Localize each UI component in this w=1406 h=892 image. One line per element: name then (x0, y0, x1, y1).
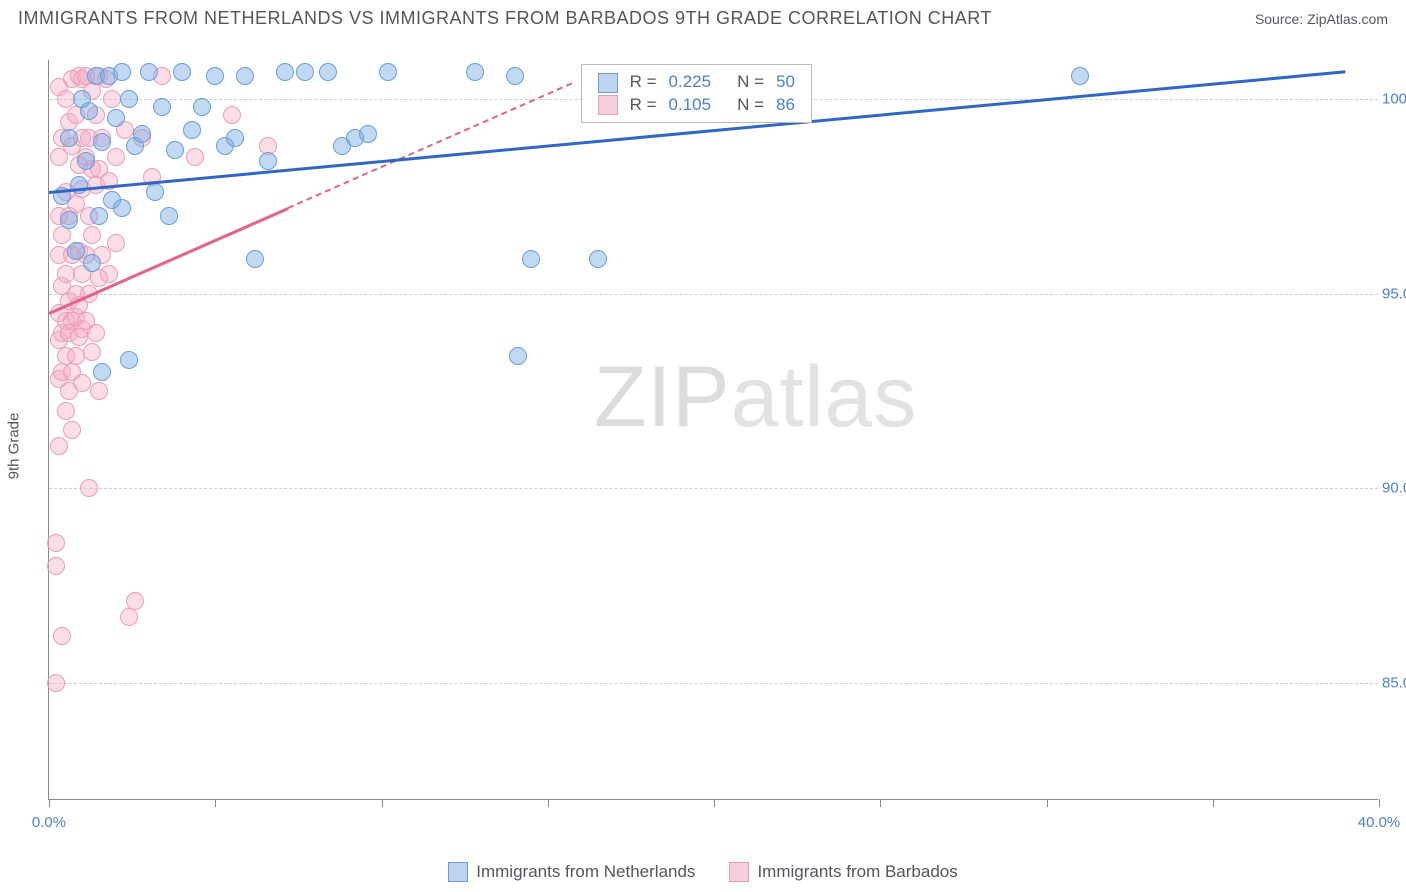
data-point (276, 63, 294, 81)
data-point (379, 63, 397, 81)
data-point (113, 63, 131, 81)
data-point (160, 207, 178, 225)
data-point (246, 250, 264, 268)
data-point (183, 121, 201, 139)
data-point (173, 63, 191, 81)
data-point (57, 265, 75, 283)
data-point (319, 63, 337, 81)
gridline (49, 683, 1378, 684)
x-tick (880, 799, 881, 807)
gridline (49, 294, 1378, 295)
data-point (589, 250, 607, 268)
data-point (113, 199, 131, 217)
data-point (53, 226, 71, 244)
y-tick-label: 90.0% (1382, 480, 1406, 497)
data-point (1071, 67, 1089, 85)
watermark-bold: ZIP (594, 349, 731, 445)
data-point (107, 234, 125, 252)
data-point (166, 141, 184, 159)
x-tick (1379, 799, 1380, 807)
legend-item-netherlands: Immigrants from Netherlands (448, 862, 695, 882)
data-point (193, 98, 211, 116)
y-tick-label: 100.0% (1382, 90, 1406, 107)
data-point (90, 207, 108, 225)
data-point (120, 608, 138, 626)
data-point (60, 129, 78, 147)
data-point (359, 125, 377, 143)
legend-label-pink: Immigrants from Barbados (757, 862, 957, 882)
legend-swatch-pink (729, 862, 749, 882)
data-point (67, 347, 85, 365)
data-point (57, 402, 75, 420)
data-point (107, 109, 125, 127)
data-point (223, 106, 241, 124)
legend-swatch (598, 95, 618, 115)
data-point (83, 226, 101, 244)
data-point (259, 152, 277, 170)
data-point (60, 211, 78, 229)
data-point (120, 90, 138, 108)
correlation-legend: R =0.225N =50R =0.105N =86 (581, 64, 812, 123)
data-point (47, 674, 65, 692)
chart-header: IMMIGRANTS FROM NETHERLANDS VS IMMIGRANT… (0, 0, 1406, 29)
data-point (107, 148, 125, 166)
watermark-thin: atlas (731, 349, 918, 445)
data-point (47, 534, 65, 552)
data-point (87, 324, 105, 342)
data-point (186, 148, 204, 166)
data-point (83, 343, 101, 361)
data-point (506, 67, 524, 85)
data-point (63, 421, 81, 439)
data-point (77, 152, 95, 170)
x-tick (1047, 799, 1048, 807)
y-tick-label: 95.0% (1382, 285, 1406, 302)
data-point (133, 125, 151, 143)
chart-title: IMMIGRANTS FROM NETHERLANDS VS IMMIGRANT… (18, 8, 992, 29)
x-tick-label: 40.0% (1358, 814, 1401, 831)
data-point (120, 351, 138, 369)
data-point (93, 363, 111, 381)
data-point (466, 63, 484, 81)
data-point (83, 254, 101, 272)
series-legend: Immigrants from Netherlands Immigrants f… (0, 862, 1406, 882)
data-point (100, 265, 118, 283)
data-point (206, 67, 224, 85)
source-attribution: Source: ZipAtlas.com (1255, 11, 1388, 27)
data-point (80, 479, 98, 497)
y-tick-label: 85.0% (1382, 675, 1406, 692)
legend-item-barbados: Immigrants from Barbados (729, 862, 957, 882)
data-point (47, 557, 65, 575)
x-tick (548, 799, 549, 807)
data-point (80, 102, 98, 120)
data-point (522, 250, 540, 268)
x-tick (1213, 799, 1214, 807)
data-point (140, 63, 158, 81)
legend-swatch (598, 73, 618, 93)
data-point (50, 437, 68, 455)
x-tick (49, 799, 50, 807)
data-point (73, 374, 91, 392)
data-point (93, 133, 111, 151)
x-tick-label: 0.0% (32, 814, 66, 831)
gridline (49, 488, 1378, 489)
data-point (509, 347, 527, 365)
y-axis-label: 9th Grade (6, 413, 23, 480)
x-tick (215, 799, 216, 807)
x-tick (714, 799, 715, 807)
data-point (226, 129, 244, 147)
data-point (53, 627, 71, 645)
watermark: ZIPatlas (594, 348, 917, 447)
data-point (236, 67, 254, 85)
data-point (67, 242, 85, 260)
data-point (90, 382, 108, 400)
data-point (146, 183, 164, 201)
x-tick (382, 799, 383, 807)
data-point (103, 90, 121, 108)
scatter-chart: ZIPatlas 85.0%90.0%95.0%100.0%0.0%40.0%R… (48, 60, 1378, 800)
data-point (296, 63, 314, 81)
legend-swatch-blue (448, 862, 468, 882)
data-point (126, 592, 144, 610)
data-point (153, 98, 171, 116)
legend-label-blue: Immigrants from Netherlands (476, 862, 695, 882)
